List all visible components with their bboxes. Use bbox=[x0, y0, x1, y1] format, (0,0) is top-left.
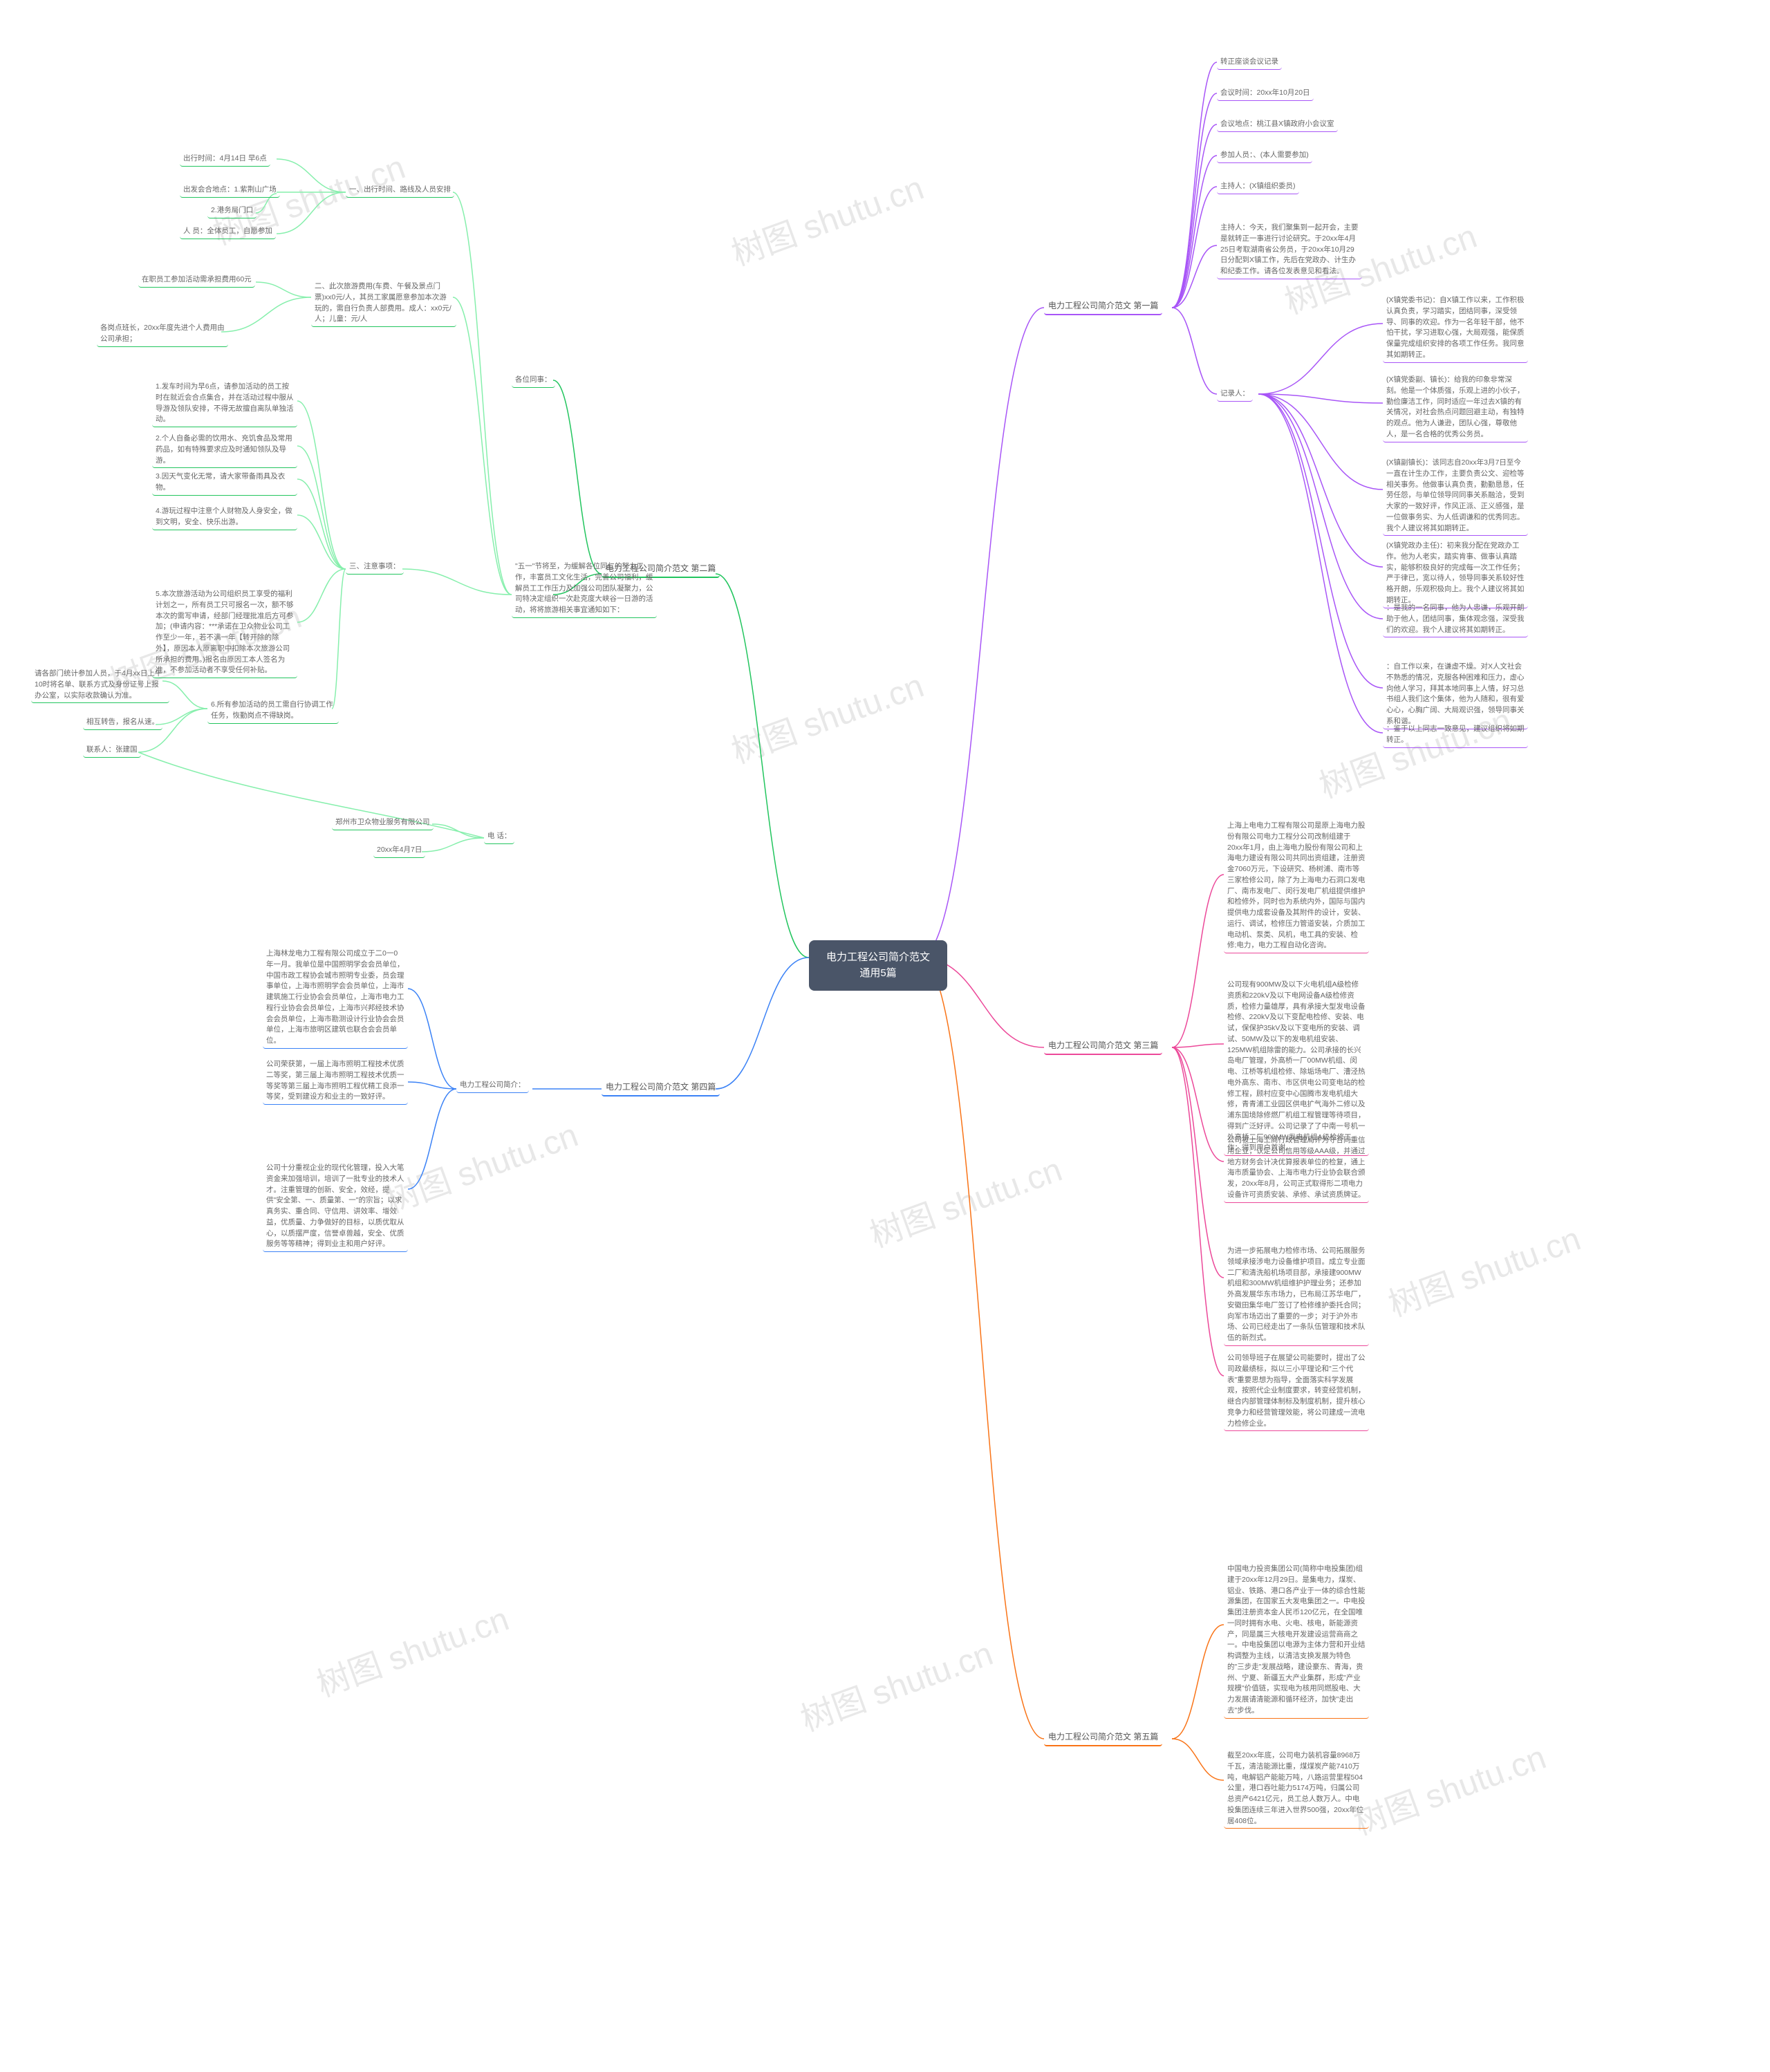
leaf-node[interactable]: 主持人：(X镇组织委员) bbox=[1217, 180, 1299, 194]
connector-edge bbox=[277, 159, 346, 192]
leaf-node[interactable]: 5.本次旅游活动为公司组织员工享受的福利计划之一，所有员工只可报名一次，额不够本… bbox=[152, 588, 297, 678]
branch-node[interactable]: 电力工程公司简介范文 第一篇 bbox=[1044, 297, 1162, 315]
connector-edge bbox=[1172, 1047, 1224, 1376]
connector-edge bbox=[297, 569, 346, 622]
leaf-node[interactable]: ：是我的一名同事，他为人忠谦，乐观开朗助于他人，团结同事，集体观念强，深受我们的… bbox=[1383, 601, 1528, 637]
leaf-node[interactable]: 公司十分重视企业的现代化管理，投入大笔资金来加强培训，培训了一批专业的技术人才。… bbox=[263, 1161, 408, 1252]
leaf-node[interactable]: 截至20xx年底，公司电力装机容量8968万千瓦，清洁能源比重，煤煤炭产能741… bbox=[1224, 1749, 1369, 1829]
leaf-node[interactable]: (X镇党委副、镇长)：给我的印象非常深刻。他是一个体质强，乐观上进的小伙子，勤俭… bbox=[1383, 373, 1528, 442]
leaf-node[interactable]: 出行时间：4月14日 早6点 bbox=[180, 152, 270, 167]
connector-edge bbox=[221, 297, 311, 332]
connector-edge bbox=[256, 282, 311, 297]
connector-edge bbox=[1172, 1044, 1224, 1047]
connector-edge bbox=[277, 192, 346, 234]
leaf-node[interactable]: 1.发车时间为早6点，请参加活动的员工按时在就近会合点集合，并在活动过程中服从导… bbox=[152, 380, 297, 427]
connector-edge bbox=[1172, 62, 1217, 308]
leaf-node[interactable]: (X镇党委书记)：自X镇工作以来，工作积极认真负责，学习踏实，团结同事，深受领导… bbox=[1383, 294, 1528, 363]
leaf-node[interactable]: 转正座谈会议记录 bbox=[1217, 55, 1282, 70]
leaf-node[interactable]: 请各部门统计参加人员，于4月xx日上午10时将名单、联系方式及身份证号上报办公室… bbox=[31, 667, 169, 703]
connector-edge bbox=[453, 192, 512, 595]
leaf-node[interactable]: 电力工程公司简介： bbox=[456, 1079, 529, 1093]
root-node[interactable]: 电力工程公司简介范文通用5篇 bbox=[809, 940, 947, 991]
connector-edge bbox=[716, 574, 809, 958]
leaf-node[interactable]: "五一"节将至，为缓解各位同仁的努力工作，丰富员工文化生活，完善公司福利，缓解员… bbox=[512, 560, 657, 618]
leaf-node[interactable]: 联系人：张建国 bbox=[83, 743, 141, 758]
leaf-node[interactable]: 三、注意事项： bbox=[346, 560, 404, 575]
connector-edge bbox=[1172, 1047, 1224, 1161]
leaf-node[interactable]: 公司现有900MW及以下火电机组A级检修资质和220kV及以下电网设备A级检修资… bbox=[1224, 978, 1369, 1156]
connector-edge bbox=[1258, 394, 1383, 489]
connector-edge bbox=[1172, 1739, 1224, 1780]
leaf-node[interactable]: 2.港务局门口 bbox=[207, 204, 257, 218]
leaf-node[interactable]: 4.游玩过程中注意个人财物及人身安全，做到文明，安全、快乐出游。 bbox=[152, 505, 297, 530]
leaf-node[interactable]: 20xx年4月7日 bbox=[373, 843, 425, 858]
branch-node[interactable]: 电力工程公司简介范文 第五篇 bbox=[1044, 1728, 1162, 1746]
connector-edge bbox=[408, 989, 456, 1089]
leaf-node[interactable]: 中国电力投资集团公司(简称中电投集团)组建于20xx年12月29日。是集电力，煤… bbox=[1224, 1562, 1369, 1719]
leaf-node[interactable]: 二、此次旅游费用(车费、午餐及景点门票)xx0元/人，其员工家属愿意参加本次游玩… bbox=[311, 280, 456, 327]
connector-edge bbox=[422, 838, 484, 852]
leaf-node[interactable]: 公司被上海工商行政管理局评为守合同重信用企业，认定公司信用等级AAA级，并通过地… bbox=[1224, 1134, 1369, 1203]
connector-edge bbox=[332, 569, 346, 709]
connector-edge bbox=[1172, 308, 1217, 394]
leaf-node[interactable]: (X镇副镇长)：该同志自20xx年3月7日至今一直在计生办工作，主要负责公文、迎… bbox=[1383, 456, 1528, 536]
branch-node[interactable]: 电力工程公司简介范文 第四篇 bbox=[602, 1079, 720, 1096]
leaf-node[interactable]: ：自工作以来，在谦虚不燥。对X人文社会不熟悉的情况，克服各种困难和压力，虚心向他… bbox=[1383, 660, 1528, 729]
leaf-node[interactable]: 主持人：今天，我们聚集到一起开会，主要是就转正一事进行讨论研究。于20xx年4月… bbox=[1217, 221, 1362, 279]
connector-edge bbox=[1172, 124, 1217, 308]
connector-edge bbox=[297, 401, 346, 569]
leaf-node[interactable]: 郑州市卫众物业服务有限公司 bbox=[332, 816, 434, 830]
connector-edge bbox=[1258, 394, 1383, 733]
leaf-node[interactable]: 公司领导班子在展望公司能要时，提出了公司政最绩标，拟以三小平理论和"三个代表"重… bbox=[1224, 1352, 1369, 1431]
connector-edge bbox=[402, 569, 512, 595]
leaf-node[interactable]: 2.个人自备必需的饮用水、充饥食品及常用药品，如有特殊要求应及时通知领队及导游。 bbox=[152, 432, 297, 468]
connector-edge bbox=[1258, 324, 1383, 394]
leaf-node[interactable]: 相互转告，报名从速。 bbox=[83, 716, 162, 730]
connector-edge bbox=[920, 958, 1044, 1739]
leaf-node[interactable]: 3.因天气变化无常，请大家带备雨具及衣物。 bbox=[152, 470, 297, 496]
leaf-node[interactable]: ：鉴于以上同志一致意见，建议组织将如期转正。 bbox=[1383, 722, 1528, 748]
connector-edge bbox=[553, 380, 602, 574]
leaf-node[interactable]: 电 话： bbox=[484, 830, 514, 844]
leaf-node[interactable]: 记录人： bbox=[1217, 387, 1253, 402]
leaf-node[interactable]: 出发会合地点：1.紫荆山广场 bbox=[180, 183, 280, 198]
leaf-node[interactable]: 各岗点班长，20xx年度先进个人费用由公司承担； bbox=[97, 321, 228, 347]
connector-edge bbox=[1172, 1625, 1224, 1739]
leaf-node[interactable]: 参加人员：、(本人需要参加) bbox=[1217, 149, 1312, 163]
leaf-node[interactable]: 会议时间：20xx年10月20日 bbox=[1217, 86, 1314, 101]
connector-edge bbox=[297, 446, 346, 569]
leaf-node[interactable]: 上海林龙电力工程有限公司成立于二0一0年一月。我单位是中国照明学会会员单位，中国… bbox=[263, 947, 408, 1049]
connector-edge bbox=[408, 1089, 456, 1189]
connector-edge bbox=[1258, 394, 1383, 619]
leaf-node[interactable]: 在职员工参加活动需承担费用60元 bbox=[138, 273, 255, 288]
connector-edge bbox=[716, 958, 809, 1089]
connector-edge bbox=[1172, 156, 1217, 308]
connector-edge bbox=[1172, 875, 1224, 1047]
leaf-node[interactable]: 各位同事： bbox=[512, 373, 555, 388]
leaf-node[interactable]: 6.所有参加活动的员工需自行协调工作任务，恢勤岗点不得缺岗。 bbox=[207, 698, 339, 724]
leaf-node[interactable]: (X镇党政办主任)：初来我分配在党政办工作。他为人老实，踏实肯事、做事认真踏实，… bbox=[1383, 539, 1528, 608]
connector-edge bbox=[453, 297, 512, 595]
leaf-node[interactable]: 会议地点：桃江县X镇政府小会议室 bbox=[1217, 118, 1338, 132]
connector-edge bbox=[297, 479, 346, 569]
connector-edge bbox=[920, 308, 1044, 958]
leaf-node[interactable]: 一、出行时间、路线及人员安排 bbox=[346, 183, 454, 198]
leaf-node[interactable]: 公司荣获第，一届上海市照明工程技术优质二等奖，第三届上海市照明工程技术优质一等奖… bbox=[263, 1058, 408, 1105]
leaf-node[interactable]: 上海上电电力工程有限公司是原上海电力股份有限公司电力工程分公司改制组建于20xx… bbox=[1224, 819, 1369, 953]
leaf-node[interactable]: 为进一步拓展电力检修市场、公司拓展服务领域承接涉电力设备维护项目。成立专业面二厂… bbox=[1224, 1244, 1369, 1346]
connector-edge bbox=[1258, 394, 1383, 688]
connector-edge bbox=[1172, 1047, 1224, 1278]
connector-edge bbox=[156, 709, 207, 725]
branch-node[interactable]: 电力工程公司简介范文 第三篇 bbox=[1044, 1037, 1162, 1055]
leaf-node[interactable]: 人 员：全体员工，自愿参加 bbox=[180, 225, 276, 239]
